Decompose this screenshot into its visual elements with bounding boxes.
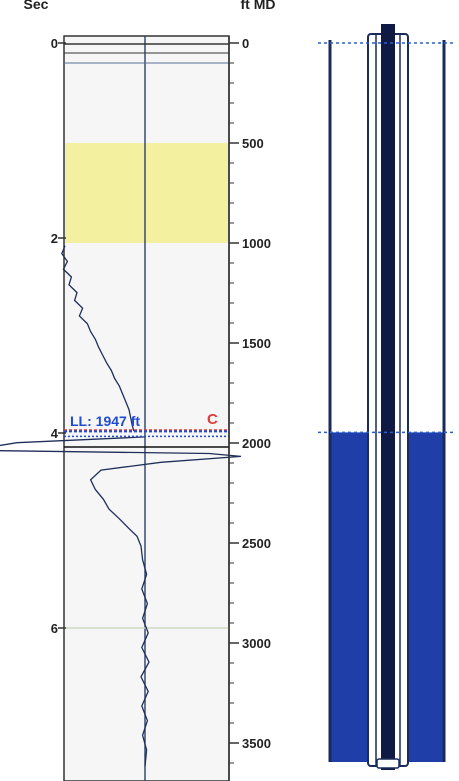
depth-axis-title: ft MD bbox=[241, 0, 276, 12]
time-tick-label: 4 bbox=[51, 426, 59, 441]
depth-tick-label: 3000 bbox=[242, 636, 271, 651]
depth-tick-label: 3500 bbox=[242, 736, 271, 751]
time-tick-label: 6 bbox=[51, 621, 58, 636]
marker-c-label: C bbox=[207, 411, 218, 428]
rod-string bbox=[381, 24, 395, 770]
time-axis-title: Sec bbox=[24, 0, 49, 12]
log-track: LL: 1947 ft C bbox=[0, 35, 242, 781]
depth-tick-label: 500 bbox=[242, 136, 264, 151]
depth-tick-label: 1500 bbox=[242, 336, 271, 351]
liquid-level-label: LL: 1947 ft bbox=[70, 413, 140, 429]
highlight-band bbox=[65, 143, 228, 243]
echo-trace-1 bbox=[61, 245, 135, 432]
pump bbox=[376, 758, 400, 769]
time-tick-label: 0 bbox=[51, 36, 58, 51]
depth-tick-label: 1000 bbox=[242, 236, 271, 251]
depth-tick-label: 2000 bbox=[242, 436, 271, 451]
echo-trace-2 bbox=[0, 436, 242, 767]
depth-tick-label: 0 bbox=[242, 36, 249, 51]
time-tick-label: 2 bbox=[51, 231, 58, 246]
well-diagram bbox=[318, 24, 455, 770]
time-axis: 0 2 4 6 bbox=[51, 36, 66, 636]
depth-axis: 0 500 1000 1500 2000 2500 3000 3500 bbox=[228, 36, 271, 781]
depth-tick-label: 2500 bbox=[242, 536, 271, 551]
